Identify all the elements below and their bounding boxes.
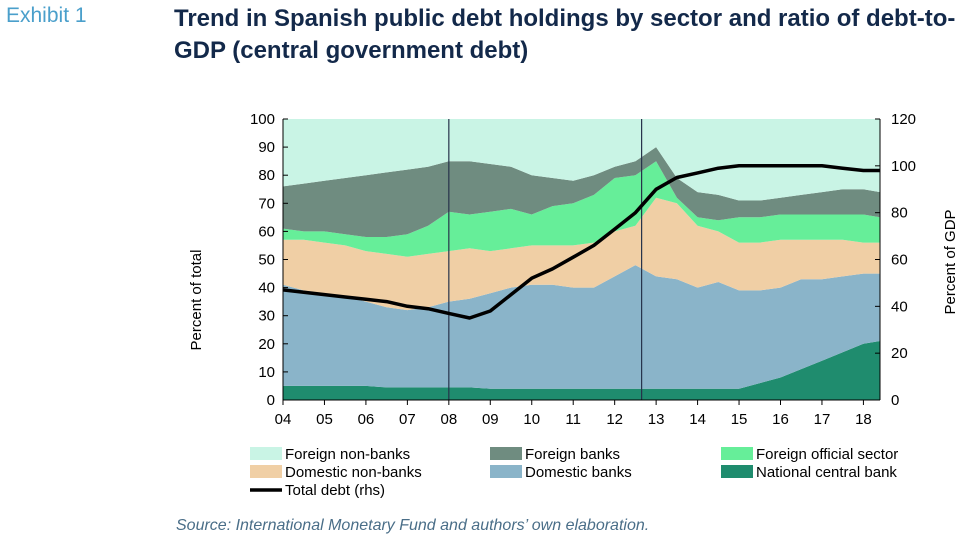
area-foreign-official-sector bbox=[283, 161, 880, 257]
legend-swatch-foreign-non-banks bbox=[250, 447, 282, 460]
legend-swatch-national-central-bank bbox=[721, 465, 753, 478]
y2-tick-label: 120 bbox=[891, 111, 916, 128]
total-debt-line bbox=[282, 164, 880, 320]
y-tick-label: 0 bbox=[267, 392, 275, 409]
y2-tick-label: 40 bbox=[891, 298, 908, 315]
y2-tick-label: 80 bbox=[891, 205, 908, 222]
legend-label-domestic-banks: Domestic banks bbox=[525, 464, 632, 481]
x-tick-label: 09 bbox=[482, 411, 499, 428]
x-tick-label: 17 bbox=[814, 411, 831, 428]
y-tick-label: 10 bbox=[258, 364, 275, 381]
x-tick-label: 06 bbox=[358, 411, 375, 428]
x-tick-label: 13 bbox=[648, 411, 665, 428]
x-tick-label: 10 bbox=[523, 411, 540, 428]
area-foreign-banks bbox=[283, 147, 880, 237]
x-tick-label: 18 bbox=[855, 411, 872, 428]
y2-axis-label: Percent of GDP bbox=[942, 209, 959, 314]
legend-label-foreign-non-banks: Foreign non-banks bbox=[285, 446, 410, 463]
source-note: Source: International Monetary Fund and … bbox=[176, 517, 650, 534]
legend-label-domestic-non-banks: Domestic non-banks bbox=[285, 464, 422, 481]
y-tick-label: 20 bbox=[258, 336, 275, 353]
y-tick-label: 60 bbox=[258, 223, 275, 240]
exhibit-label: Exhibit 1 bbox=[6, 4, 87, 27]
legend: Foreign non-banks Foreign banks Foreign of… bbox=[250, 446, 898, 499]
area-domestic-banks bbox=[283, 265, 880, 389]
legend-swatch-foreign-official-sector bbox=[721, 447, 753, 460]
y-tick-label: 30 bbox=[258, 308, 275, 325]
y-tick-label: 50 bbox=[258, 252, 275, 269]
y-tick-label: 100 bbox=[250, 111, 275, 128]
area-national-central-bank bbox=[283, 341, 880, 400]
x-tick-label: 04 bbox=[275, 411, 292, 428]
y-tick-label: 40 bbox=[258, 280, 275, 297]
y-tick-label: 80 bbox=[258, 167, 275, 184]
y-tick-label: 90 bbox=[258, 139, 275, 156]
x-tick-label: 15 bbox=[731, 411, 748, 428]
vertical-markers bbox=[448, 119, 643, 400]
y-axis-label: Percent of total bbox=[188, 250, 205, 351]
x-tick-label: 11 bbox=[565, 411, 581, 428]
x-tick-label: 12 bbox=[606, 411, 623, 428]
y2-tick-label: 20 bbox=[891, 345, 908, 362]
area-foreign-non-banks bbox=[283, 119, 880, 201]
x-tick-label: 05 bbox=[316, 411, 333, 428]
x-tick-label: 16 bbox=[772, 411, 789, 428]
legend-label-national-central-bank: National central bank bbox=[756, 464, 897, 481]
legend-swatch-foreign-banks bbox=[490, 447, 522, 460]
total-debt-line-group bbox=[282, 164, 880, 320]
legend-swatch-domestic-banks bbox=[490, 465, 522, 478]
axes: 0 10 20 30 40 50 60 70 80 90 100 0 20 40 60 80 100 120 04 0… bbox=[250, 111, 916, 428]
y-tick-label: 70 bbox=[258, 195, 275, 212]
legend-label-total-debt-rhs: Total debt (rhs) bbox=[285, 482, 385, 499]
y2-tick-label: 100 bbox=[891, 158, 916, 175]
chart-title: Trend in Spanish public debt holdings by… bbox=[174, 5, 956, 64]
stacked-areas bbox=[283, 119, 880, 400]
y2-tick-label: 0 bbox=[891, 392, 899, 409]
legend-label-foreign-official-sector: Foreign official sector bbox=[756, 446, 898, 463]
x-tick-label: 14 bbox=[689, 411, 706, 428]
legend-label-foreign-banks: Foreign banks bbox=[525, 446, 620, 463]
x-tick-label: 07 bbox=[399, 411, 416, 428]
y2-tick-label: 60 bbox=[891, 252, 908, 269]
legend-swatch-domestic-non-banks bbox=[250, 465, 282, 478]
x-tick-label: 08 bbox=[440, 411, 457, 428]
